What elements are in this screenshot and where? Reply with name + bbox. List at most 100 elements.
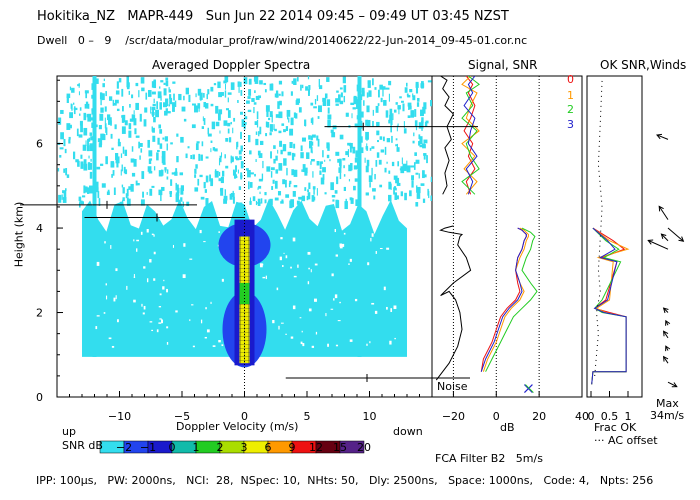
spectra-noise-cell (240, 161, 244, 169)
spectra-noise-cell (101, 93, 105, 101)
spectra-noise-cell (118, 78, 122, 83)
spectra-noise-cell (62, 190, 66, 194)
spectra-noise-cell (232, 196, 235, 204)
spectra-hole (115, 295, 117, 300)
spectra-noise-cell (176, 156, 179, 163)
spectra-noise-cell (215, 148, 217, 151)
spectra-noise-cell (286, 167, 288, 176)
spectra-hole (335, 254, 338, 257)
spectra-noise-cell (185, 87, 189, 95)
spectra-noise-cell (287, 151, 292, 156)
spectra-noise-cell (343, 174, 346, 177)
spectra-noise-cell (264, 89, 267, 93)
spectra-noise-cell (269, 124, 273, 132)
spectra-noise-cell (205, 156, 209, 159)
spectra-noise-cell (338, 94, 341, 103)
spectra-noise-cell (301, 137, 306, 142)
spectra-noise-cell (218, 92, 222, 98)
spectra-noise-cell (353, 95, 357, 100)
spectra-noise-cell (96, 166, 101, 170)
wind-arrow-head (660, 233, 667, 240)
spectra-noise-cell (313, 189, 315, 195)
spectra-noise-cell (308, 182, 311, 190)
spectra-noise-cell (131, 94, 134, 99)
spectra-noise-cell (149, 158, 153, 161)
ok-x-label: Frac OK (594, 421, 637, 434)
spectra-noise-cell (353, 185, 356, 191)
spectra-hole (290, 266, 292, 269)
spectra-noise-cell (310, 161, 312, 165)
spectra-noise-cell (304, 171, 308, 176)
spectra-noise-cell (66, 93, 71, 99)
plot-title-line2: Dwell 0 – 9 /scr/data/modular_prof/raw/w… (37, 34, 528, 47)
legend-level-label: 20 (357, 441, 371, 454)
spectra-noise-cell (382, 86, 386, 90)
spectra-noise-cell (151, 185, 155, 188)
spectra-noise-cell (179, 172, 184, 176)
spectra-noise-cell (335, 151, 340, 156)
spectra-noise-cell (247, 134, 251, 143)
y-axis-label: Height (km) (12, 201, 26, 268)
spectra-noise-cell (258, 131, 260, 137)
spectra-noise-cell (430, 100, 432, 107)
spectra-noise-cell (114, 99, 119, 104)
spectra-noise-cell (386, 161, 388, 164)
spectra-hole (108, 337, 112, 340)
spectra-noise-cell (138, 141, 140, 149)
spectra-noise-cell (221, 152, 223, 158)
spectra-hole (383, 286, 386, 291)
spectra-noise-cell (424, 122, 428, 127)
spectra-noise-cell (354, 123, 359, 128)
spectra-noise-cell (230, 155, 232, 164)
spectra-noise-cell (404, 87, 408, 93)
spectra-noise-cell (306, 195, 309, 201)
ok-x-tick-label: 0.5 (601, 410, 619, 423)
spectra-noise-cell (289, 180, 292, 185)
spectra-noise-cell (316, 160, 320, 166)
spectra-noise-cell (144, 107, 148, 113)
spectra-noise-cell (363, 100, 365, 106)
spectra-hole (113, 297, 116, 302)
spectra-noise-cell (290, 91, 293, 96)
spectra-noise-cell (108, 96, 113, 101)
spectra-noise-cell (194, 105, 198, 113)
spectra-noise-cell (123, 166, 126, 174)
spectra-noise-cell (260, 140, 264, 146)
spectra-noise-cell (411, 180, 414, 188)
wind-arrow (647, 239, 669, 250)
spectra-noise-cell (185, 153, 188, 159)
spectra-noise-cell (304, 119, 307, 127)
spectra-noise-cell (126, 188, 129, 197)
spectra-noise-cell (225, 137, 229, 142)
spectra-hole (218, 231, 220, 233)
spectra-noise-cell (306, 152, 310, 159)
spectra-hole (189, 319, 191, 322)
spectra-noise-cell (295, 113, 298, 119)
spectra-noise-cell (402, 163, 407, 171)
spectra-noise-cell (164, 102, 168, 106)
spectra-noise-cell (67, 94, 69, 98)
spectra-hole (299, 317, 302, 319)
spectra-noise-cell (373, 195, 376, 200)
spectra-noise-cell (393, 186, 397, 190)
spectra-noise-cell (382, 89, 384, 97)
spectra-noise-cell (337, 158, 341, 163)
spectra-noise-cell (251, 98, 255, 102)
spectra-hole (327, 343, 329, 347)
spectra-noise-cell (161, 151, 166, 159)
spectra-noise-cell (318, 78, 320, 87)
spectra-hole (136, 239, 139, 242)
spectra-noise-cell (420, 109, 424, 117)
spectra-noise-cell (81, 195, 86, 198)
spectra-noise-cell (174, 100, 177, 108)
spectra-noise-cell (257, 150, 261, 156)
spectra-noise-cell (304, 123, 307, 127)
spectra-noise-cell (65, 188, 67, 192)
spectra-noise-cell (324, 159, 326, 162)
spectra-noise-cell (302, 164, 306, 173)
spectra-noise-cell (238, 150, 242, 155)
spectra-noise-cell (201, 126, 205, 129)
spectra-noise-cell (350, 102, 355, 106)
ok-x-tick-label: 1 (625, 410, 632, 423)
spectra-noise-cell (339, 172, 342, 180)
